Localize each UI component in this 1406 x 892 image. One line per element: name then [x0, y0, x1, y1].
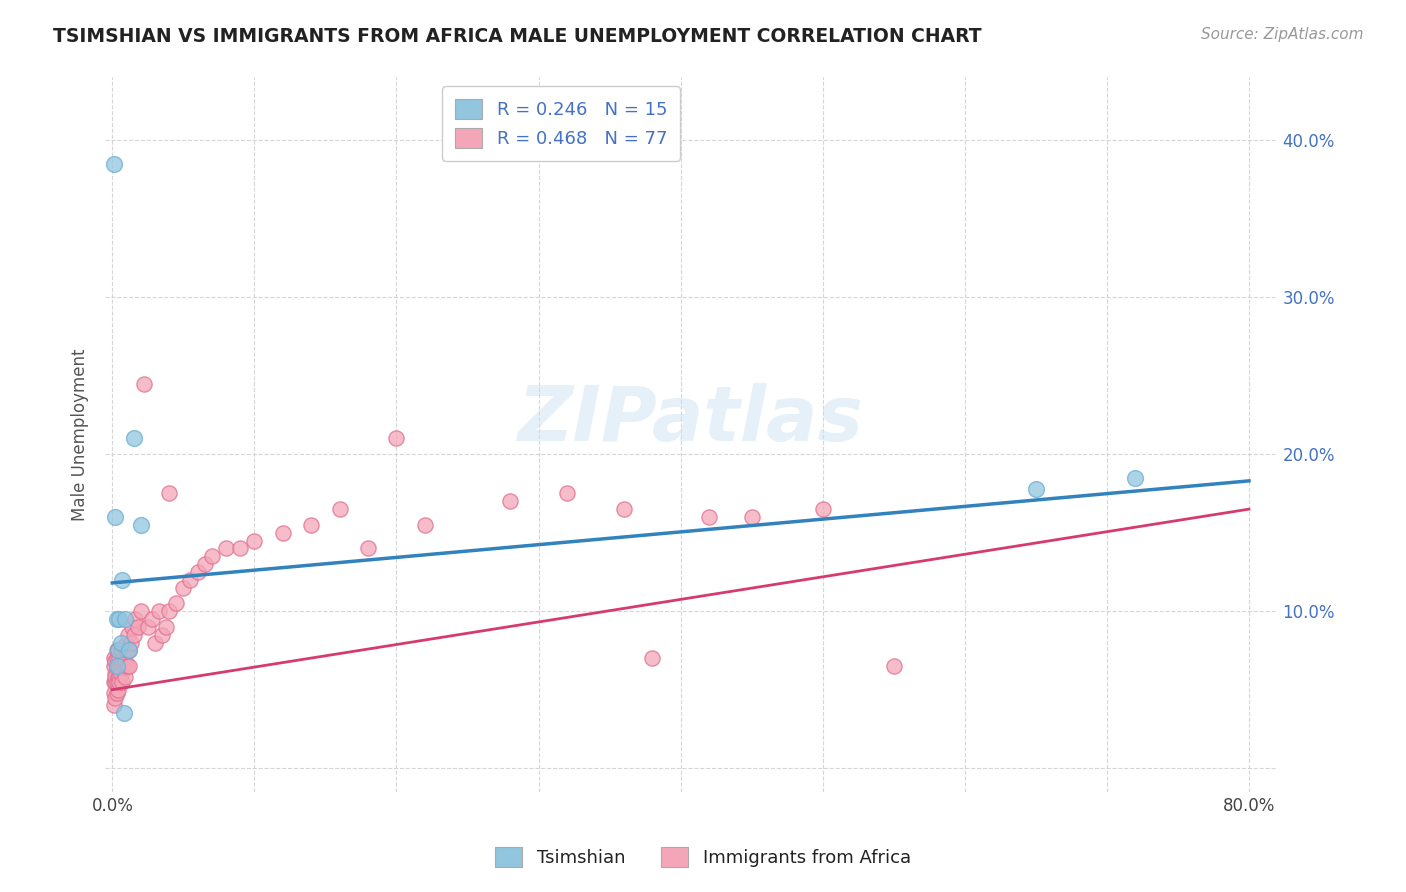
Point — [115, 659, 138, 673]
Point — [114, 654, 136, 668]
Point — [215, 541, 238, 556]
Point — [107, 659, 129, 673]
Point — [129, 604, 152, 618]
Point — [105, 686, 128, 700]
Point — [741, 510, 763, 524]
Point — [118, 643, 141, 657]
Point — [115, 643, 138, 657]
Legend: R = 0.246   N = 15, R = 0.468   N = 77: R = 0.246 N = 15, R = 0.468 N = 77 — [443, 87, 679, 161]
Point — [105, 643, 128, 657]
Point — [110, 635, 132, 649]
Point — [143, 635, 166, 649]
Text: Source: ZipAtlas.com: Source: ZipAtlas.com — [1201, 27, 1364, 42]
Point — [114, 612, 136, 626]
Point — [118, 659, 141, 673]
Legend: Tsimshian, Immigrants from Africa: Tsimshian, Immigrants from Africa — [488, 839, 918, 874]
Point — [111, 573, 134, 587]
Point — [229, 541, 252, 556]
Point — [172, 581, 194, 595]
Point — [107, 643, 129, 657]
Point — [329, 502, 352, 516]
Point — [107, 670, 129, 684]
Point — [108, 651, 131, 665]
Point — [127, 620, 149, 634]
Point — [883, 659, 905, 673]
Point — [110, 643, 132, 657]
Text: ZIPatlas: ZIPatlas — [519, 384, 865, 458]
Point — [201, 549, 224, 564]
Point — [124, 612, 146, 626]
Point — [105, 674, 128, 689]
Point — [1025, 482, 1047, 496]
Point — [141, 612, 163, 626]
Point — [112, 706, 135, 721]
Point — [104, 690, 127, 705]
Point — [107, 682, 129, 697]
Point — [118, 643, 141, 657]
Point — [413, 517, 436, 532]
Point — [150, 628, 173, 642]
Point — [179, 573, 201, 587]
Point — [110, 667, 132, 681]
Text: TSIMSHIAN VS IMMIGRANTS FROM AFRICA MALE UNEMPLOYMENT CORRELATION CHART: TSIMSHIAN VS IMMIGRANTS FROM AFRICA MALE… — [53, 27, 981, 45]
Point — [122, 432, 145, 446]
Point — [165, 596, 187, 610]
Point — [112, 651, 135, 665]
Point — [104, 510, 127, 524]
Point — [155, 620, 177, 634]
Point — [121, 620, 143, 634]
Point — [103, 686, 125, 700]
Point — [104, 670, 127, 684]
Point — [613, 502, 636, 516]
Point — [112, 659, 135, 673]
Point — [103, 659, 125, 673]
Point — [104, 667, 127, 681]
Point — [108, 674, 131, 689]
Point — [157, 604, 180, 618]
Point — [136, 620, 159, 634]
Point — [357, 541, 380, 556]
Point — [110, 659, 132, 673]
Point — [120, 635, 142, 649]
Point — [194, 557, 217, 571]
Point — [117, 628, 139, 642]
Point — [132, 376, 155, 391]
Point — [385, 432, 408, 446]
Point — [104, 654, 127, 668]
Point — [299, 517, 322, 532]
Point — [148, 604, 170, 618]
Point — [271, 525, 294, 540]
Point — [122, 628, 145, 642]
Point — [103, 674, 125, 689]
Point — [112, 639, 135, 653]
Point — [107, 643, 129, 657]
Point — [108, 670, 131, 684]
Point — [243, 533, 266, 548]
Point — [811, 502, 834, 516]
Point — [105, 651, 128, 665]
Point — [103, 651, 125, 665]
Point — [555, 486, 578, 500]
Point — [104, 674, 127, 689]
Point — [105, 659, 128, 673]
Point — [103, 698, 125, 713]
Point — [187, 565, 209, 579]
Point — [111, 643, 134, 657]
Point — [105, 659, 128, 673]
Point — [157, 486, 180, 500]
Point — [103, 157, 125, 171]
Point — [108, 612, 131, 626]
Point — [129, 517, 152, 532]
Point — [105, 612, 128, 626]
Point — [697, 510, 720, 524]
Point — [111, 654, 134, 668]
Point — [111, 674, 134, 689]
Y-axis label: Male Unemployment: Male Unemployment — [72, 348, 89, 521]
Point — [499, 494, 522, 508]
Point — [114, 670, 136, 684]
Point — [641, 651, 664, 665]
Point — [1123, 471, 1146, 485]
Point — [108, 659, 131, 673]
